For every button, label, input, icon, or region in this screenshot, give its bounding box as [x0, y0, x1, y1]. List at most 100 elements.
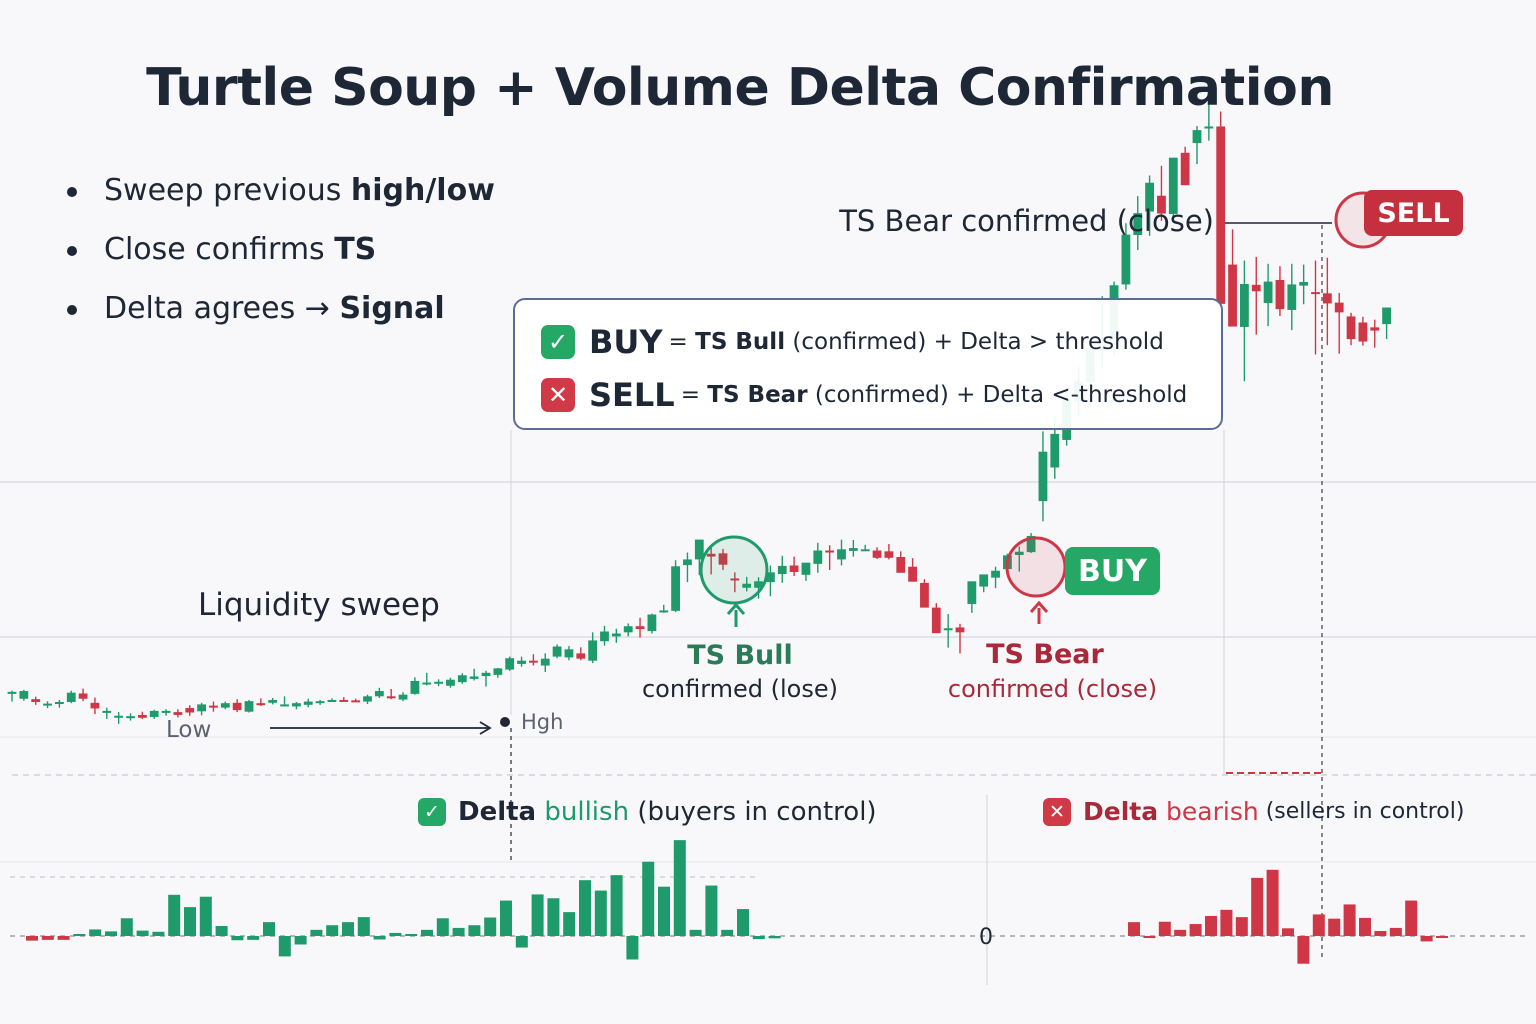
- ts-bull-marker: [699, 535, 769, 605]
- bullish-candle: [197, 702, 206, 716]
- bearish-candle: [1251, 256, 1261, 335]
- candle-body: [1014, 551, 1024, 555]
- bullish-candle: [327, 698, 337, 702]
- delta-bar: [1251, 877, 1264, 936]
- delta-bar: [105, 931, 117, 936]
- bearish-candle: [1228, 229, 1237, 327]
- candle-body: [1322, 293, 1332, 304]
- bullish-candle: [991, 566, 1000, 589]
- delta-bar: [689, 929, 702, 936]
- bearish-candle: [908, 558, 917, 582]
- candle-body: [1251, 284, 1261, 292]
- candle-body: [31, 699, 41, 702]
- candle-body: [173, 712, 183, 715]
- ts-bull-title: TS Bull: [687, 640, 793, 671]
- candle-body: [1346, 316, 1356, 340]
- delta-bar: [405, 934, 418, 936]
- delta-bar: [421, 929, 433, 936]
- delta-bar: [373, 936, 386, 940]
- bullish-candle: [469, 668, 479, 681]
- bullish-candle: [1204, 94, 1214, 141]
- bullet-item: Delta agrees → Signal: [62, 294, 495, 324]
- bullish-candle: [1121, 223, 1131, 290]
- sell-rule: ✕ SELL = TS Bear (confirmed) + Delta <-t…: [541, 375, 1187, 415]
- bearish-candle: [1346, 312, 1356, 346]
- bullish-candle: [683, 552, 692, 583]
- bullish-candle: [600, 625, 609, 646]
- candle-body: [102, 710, 112, 713]
- delta-bar: [547, 898, 560, 936]
- bullish-candle: [1038, 431, 1048, 522]
- delta-bar: [1174, 929, 1187, 936]
- candle-body: [1157, 195, 1166, 214]
- delta-bar: [705, 885, 718, 936]
- bullish-candle: [517, 656, 526, 667]
- candle-body: [564, 649, 574, 658]
- delta-bar: [436, 918, 449, 936]
- delta-bar: [1189, 924, 1202, 936]
- candle-body: [659, 610, 669, 613]
- page-title: Turtle Soup + Volume Delta Confirmation: [146, 58, 1334, 118]
- candle-body: [647, 614, 657, 632]
- candle-body: [742, 583, 752, 588]
- candle-body: [955, 627, 965, 633]
- bullish-candle: [1145, 175, 1154, 236]
- bearish-candle: [339, 697, 349, 702]
- bullish-candle: [66, 690, 76, 704]
- candle-body: [268, 699, 278, 703]
- delta-bar: [294, 936, 307, 945]
- ts-bull-subtitle: confirmed (lose): [641, 675, 838, 703]
- bullish-candle: [659, 604, 669, 613]
- bullish-candle: [43, 701, 52, 709]
- candle-body: [730, 578, 740, 581]
- delta-bar: [610, 875, 623, 936]
- bullish-candle: [398, 692, 408, 702]
- bullish-candle: [292, 701, 301, 710]
- delta-zero-label: 0: [979, 925, 993, 950]
- bearish-candle: [896, 551, 906, 573]
- delta-bar: [452, 927, 465, 936]
- delta-bar: [563, 912, 576, 936]
- candle-body: [872, 550, 882, 558]
- candle-body: [1263, 281, 1273, 304]
- delta-bar: [357, 917, 370, 936]
- delta-bar: [389, 932, 402, 936]
- candle-body: [244, 701, 254, 712]
- candle-body: [1204, 126, 1214, 129]
- bullish-candle: [493, 667, 503, 678]
- bullish-candle: [1263, 263, 1273, 327]
- bearish-candle: [884, 544, 894, 560]
- delta-bar: [310, 929, 323, 936]
- candle-body: [185, 708, 195, 713]
- ts-bear-top-label: TS Bear confirmed (close): [839, 204, 1214, 238]
- bullish-candle: [754, 577, 763, 599]
- candle-body: [292, 703, 301, 707]
- candle-body: [1358, 322, 1368, 342]
- candle-body: [19, 691, 29, 699]
- bullish-candle: [943, 614, 953, 648]
- bullish-candle: [611, 628, 621, 643]
- bearish-candle: [31, 696, 41, 705]
- bullish-candle: [671, 560, 680, 613]
- delta-bar: [1343, 904, 1356, 936]
- candle-body: [931, 607, 941, 634]
- delta-bar: [531, 894, 544, 936]
- signal-rules-box: ✓ BUY = TS Bull (confirmed) + Delta > th…: [513, 298, 1223, 430]
- check-icon: ✓: [541, 325, 575, 359]
- bullish-candle: [303, 698, 313, 708]
- bearish-candle: [209, 701, 218, 712]
- bullish-candle: [19, 689, 29, 701]
- candle-body: [777, 565, 787, 574]
- candle-body: [1121, 234, 1131, 285]
- candle-body: [517, 660, 526, 664]
- bearish-candle: [1322, 257, 1332, 346]
- bullish-candle: [848, 539, 858, 557]
- candle-body: [813, 550, 823, 564]
- bearish-candle: [529, 654, 538, 666]
- bullish-candle: [315, 699, 325, 705]
- delta-bar: [721, 929, 734, 936]
- x-icon: ✕: [1043, 797, 1071, 826]
- candle-body: [1382, 307, 1391, 325]
- bullish-candle: [280, 696, 289, 707]
- delta-bar: [1374, 930, 1387, 936]
